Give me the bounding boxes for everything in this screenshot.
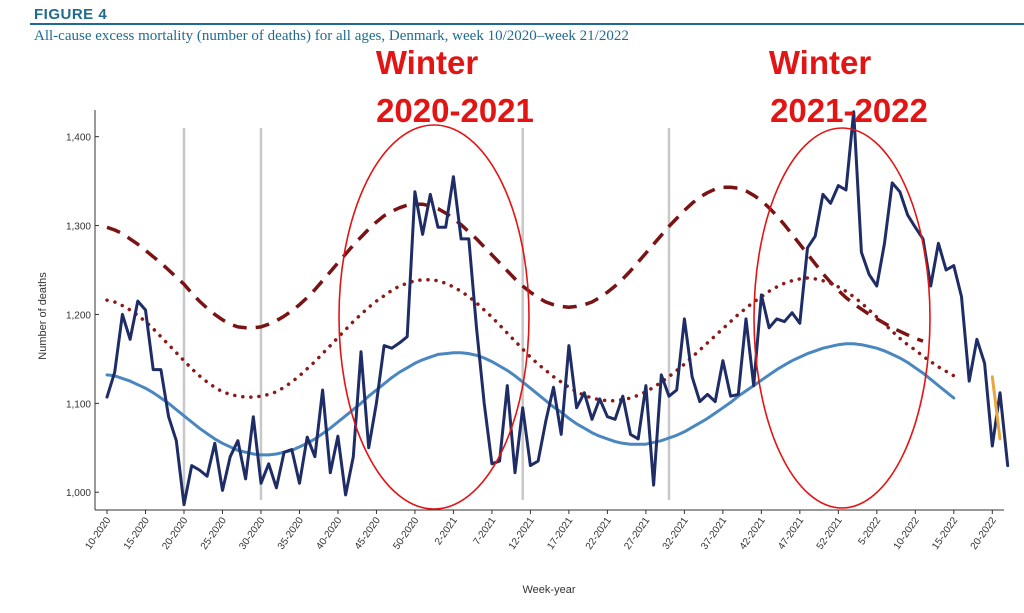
y-ticks: 1,000 1,100 1,200 1,300 1,400 [66,133,99,499]
series-threshold-dashed [106,185,924,343]
annotation-winter-2020-line2: 2020-2021 [376,92,534,129]
series-tail-segment [990,375,1002,441]
x-tick-label: 20-2022 [969,515,999,552]
axes [94,110,1004,511]
y-tick-label: 1,100 [66,399,91,410]
x-tick-label: 15-2020 [122,515,152,552]
series-baseline [105,342,956,457]
y-tick-label: 1,000 [66,488,91,499]
figure-rule [30,23,1024,25]
x-ticks: 10-2020 15-2020 20-2020 25-2020 30-2020 35-20… [83,510,999,552]
x-tick-label: 50-2020 [391,515,421,552]
x-tick-label: 40-2020 [314,515,344,552]
figure-label: FIGURE 4 [34,6,108,23]
x-tick-label: 22-2021 [584,515,614,552]
series-observed [105,110,1010,507]
x-tick-label: 2-2021 [433,515,460,547]
annotation-winter-2020-line1: Winter [376,44,479,81]
x-tick-label: 10-2022 [892,515,922,552]
figure-caption: All-cause excess mortality (number of de… [34,28,629,44]
x-tick-label: 5-2022 [856,515,883,547]
x-tick-label: 35-2020 [276,515,306,552]
x-tick-label: 12-2021 [507,515,537,552]
annotation-winter-2021-line1: Winter [769,44,872,81]
y-tick-label: 1,300 [66,222,91,233]
x-tick-label: 10-2020 [83,515,113,552]
x-tick-label: 17-2021 [545,515,575,552]
x-tick-label: 52-2021 [815,515,845,552]
x-tick-label: 25-2020 [199,515,229,552]
x-tick-label: 45-2020 [353,515,383,552]
x-tick-label: 20-2020 [160,515,190,552]
annotation-winter-2021-line2: 2021-2022 [770,92,928,129]
x-tick-label: 47-2021 [776,515,806,552]
x-tick-label: 30-2020 [237,515,267,552]
y-tick-label: 1,200 [66,310,91,321]
y-axis-label: Number of deaths [37,272,49,360]
x-tick-label: 7-2021 [471,515,498,547]
x-tick-label: 15-2022 [930,515,960,552]
series-group [105,110,1010,507]
winter-2020-ellipse [338,124,530,510]
vertical-markers [182,128,671,500]
x-tick-label: 32-2021 [661,515,691,552]
y-tick-label: 1,400 [66,133,91,144]
series-threshold-dotted [105,276,956,403]
x-tick-label: 27-2021 [622,515,652,552]
x-tick-label: 42-2021 [738,515,768,552]
x-tick-label: 37-2021 [699,515,729,552]
x-axis-label: Week-year [523,584,576,596]
winter-2021-ellipse [753,127,931,509]
